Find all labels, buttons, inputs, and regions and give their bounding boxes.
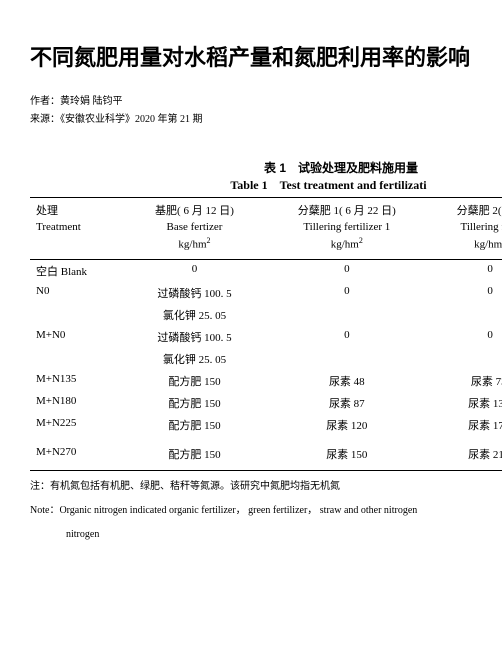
authors-line: 作者：黄玲娟 陆钧平 <box>30 93 472 111</box>
table-row: M+N180配方肥 150尿素 87尿素 132. <box>30 392 502 414</box>
table-cell: M+N225 <box>30 414 126 436</box>
table-row: M+N270配方肥 150尿素 150尿素 219. <box>30 436 502 471</box>
table-cell: M+N0 <box>30 326 126 348</box>
table-cell <box>30 348 126 370</box>
table-cell <box>30 304 126 326</box>
table-row: 氯化钾 25. 05 <box>30 348 502 370</box>
authors-label: 作者： <box>30 96 60 107</box>
table-cell: 0 <box>263 260 430 283</box>
authors: 黄玲娟 陆钧平 <box>60 96 123 107</box>
table-cell: M+N135 <box>30 370 126 392</box>
source-label: 来源： <box>30 114 60 125</box>
col1-cn: 基肥( 6 月 12 日) <box>155 205 234 217</box>
table-caption-cn: 表 1 试验处理及肥料施用量 <box>210 159 472 176</box>
col0-en: Treatment <box>36 221 81 233</box>
table-cell <box>263 348 430 370</box>
col2-unit: kg/hm <box>331 239 359 251</box>
table-body: 空白 Blank000N0过磷酸钙 100. 500氯化钾 25. 05M+N0… <box>30 260 502 471</box>
col1-en: Base fertizer <box>167 221 223 233</box>
sup-2: 2 <box>359 236 363 245</box>
source: 《安徽农业科学》2020 年第 21 期 <box>60 114 203 125</box>
table-row: 氯化钾 25. 05 <box>30 304 502 326</box>
col-header-tiller2: 分蘖肥 2( 7 月 Tillering ferti kg/hm2 <box>430 198 502 260</box>
col3-unit: kg/hm <box>474 239 502 251</box>
col1-unit: kg/hm <box>178 239 206 251</box>
col-header-treatment: 处理 Treatment <box>30 198 126 260</box>
page-title: 不同氮肥用量对水稻产量和氮肥利用率的影响 <box>30 40 472 75</box>
table-cell: 过磷酸钙 100. 5 <box>126 326 264 348</box>
table-row: M+N0过磷酸钙 100. 500 <box>30 326 502 348</box>
table-cell: 尿素 174. <box>430 414 502 436</box>
table-row: 空白 Blank000 <box>30 260 502 283</box>
table-cell: 过磷酸钙 100. 5 <box>126 282 264 304</box>
source-line: 来源：《安徽农业科学》2020 年第 21 期 <box>30 111 472 129</box>
table-cell: 配方肥 150 <box>126 370 264 392</box>
table-cell: 尿素 120 <box>263 414 430 436</box>
note-en-line1: Note：Organic nitrogen indicated organic … <box>30 505 417 516</box>
table-cell: 0 <box>430 282 502 304</box>
table-cell: 尿素 87 <box>263 392 430 414</box>
table-cell: M+N180 <box>30 392 126 414</box>
table-cell <box>430 304 502 326</box>
table-cell: 0 <box>263 326 430 348</box>
table-cell: 空白 Blank <box>30 260 126 283</box>
table-cell: 尿素 48 <box>263 370 430 392</box>
table-cell: 尿素 73. <box>430 370 502 392</box>
col-header-tiller1: 分蘖肥 1( 6 月 22 日) Tillering fertilizer 1 … <box>263 198 430 260</box>
table-cell: 氯化钾 25. 05 <box>126 304 264 326</box>
col2-cn: 分蘖肥 1( 6 月 22 日) <box>298 205 396 217</box>
table-note-en2: nitrogen <box>30 527 472 543</box>
sup-2: 2 <box>207 236 211 245</box>
table-cell: 0 <box>430 260 502 283</box>
table-cell: 尿素 150 <box>263 436 430 471</box>
table-cell: 0 <box>430 326 502 348</box>
table-cell: 氯化钾 25. 05 <box>126 348 264 370</box>
table-cell: 配方肥 150 <box>126 436 264 471</box>
table-cell: 0 <box>126 260 264 283</box>
table-note-cn: 注：有机氮包括有机肥、绿肥、秸秆等氮源。该研究中氮肥均指无机氮 <box>30 479 472 495</box>
col-header-base: 基肥( 6 月 12 日) Base fertizer kg/hm2 <box>126 198 264 260</box>
table-cell: 0 <box>263 282 430 304</box>
table-cell: 配方肥 150 <box>126 392 264 414</box>
table-cell: N0 <box>30 282 126 304</box>
table-cell: M+N270 <box>30 436 126 471</box>
meta-block: 作者：黄玲娟 陆钧平 来源：《安徽农业科学》2020 年第 21 期 <box>30 93 472 129</box>
table-cell: 尿素 219. <box>430 436 502 471</box>
col3-en: Tillering ferti <box>461 221 502 233</box>
table-cell: 配方肥 150 <box>126 414 264 436</box>
col2-en: Tillering fertilizer 1 <box>303 221 390 233</box>
table-cell <box>263 304 430 326</box>
table-cell: 尿素 132. <box>430 392 502 414</box>
table-cell <box>430 348 502 370</box>
fertilizer-table: 处理 Treatment 基肥( 6 月 12 日) Base fertizer… <box>30 197 502 471</box>
table-row: N0过磷酸钙 100. 500 <box>30 282 502 304</box>
table-caption-en: Table 1 Test treatment and fertilizati <box>185 176 472 193</box>
table-note-en: Note：Organic nitrogen indicated organic … <box>30 503 472 519</box>
table-row: M+N135配方肥 150尿素 48尿素 73. <box>30 370 502 392</box>
col3-cn: 分蘖肥 2( 7 月 <box>457 205 502 217</box>
col0-cn: 处理 <box>36 205 58 217</box>
table-row: M+N225配方肥 150尿素 120尿素 174. <box>30 414 502 436</box>
